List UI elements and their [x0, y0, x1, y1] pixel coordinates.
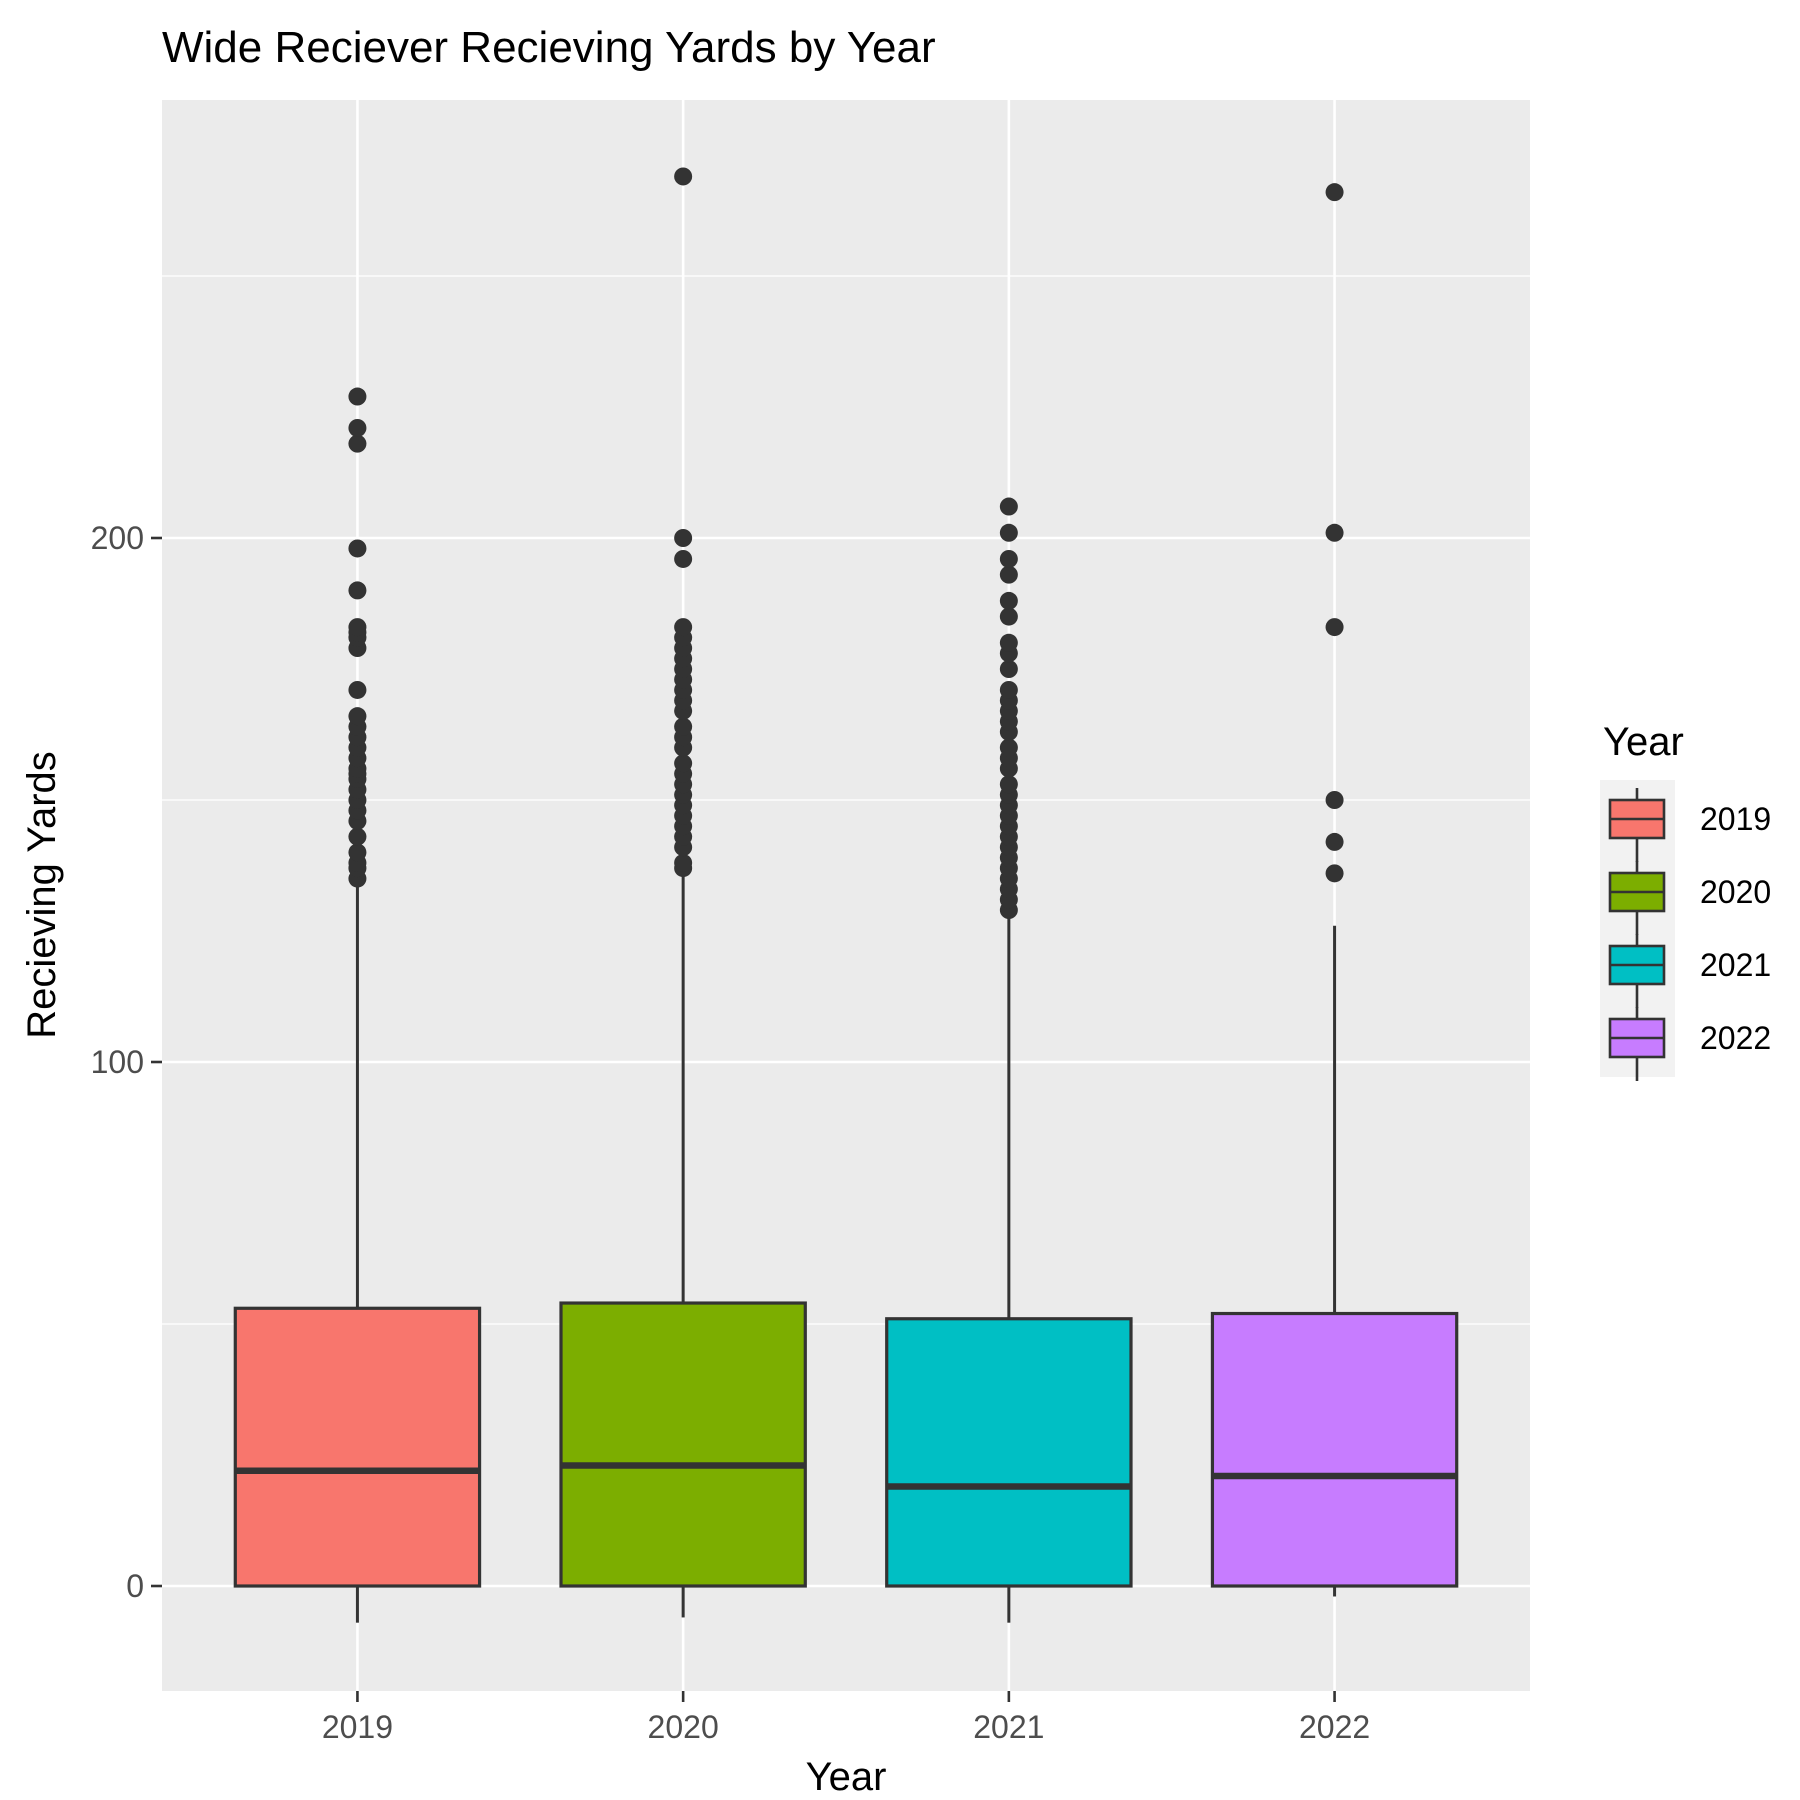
- box-iqr: [559, 1301, 807, 1588]
- outlier-point: [1325, 791, 1344, 809]
- box-2022: [1210, 183, 1459, 1597]
- outlier-point: [1325, 832, 1344, 851]
- outlier-point: [674, 853, 693, 872]
- legend: Year 2019 2020 2021 2022: [1600, 720, 1771, 1081]
- axes-layer: 0 100 200 2019 2020 2021 2022: [91, 520, 1371, 1745]
- outlier-point: [674, 549, 693, 568]
- outlier-point: [674, 167, 693, 186]
- box-iqr: [885, 1317, 1133, 1588]
- outlier-point: [348, 827, 367, 846]
- legend-item-label: 2021: [1700, 947, 1771, 983]
- outlier-point: [674, 754, 693, 773]
- legend-item-2020: 2020: [1608, 861, 1771, 935]
- outlier-point: [999, 497, 1018, 516]
- x-axis-title: Year: [806, 1755, 887, 1799]
- outlier-point: [348, 434, 367, 453]
- legend-title: Year: [1603, 720, 1684, 764]
- outlier-point: [348, 581, 367, 600]
- x-tick-label: 2021: [973, 1709, 1044, 1745]
- legend-item-2019: 2019: [1608, 788, 1771, 862]
- y-tick-label: 0: [126, 1568, 144, 1604]
- outlier-point: [999, 565, 1018, 584]
- outlier-point: [1325, 523, 1344, 542]
- x-tick-label: 2019: [322, 1709, 393, 1745]
- outlier-point: [348, 539, 367, 558]
- legend-item-label: 2022: [1700, 1020, 1771, 1056]
- outlier-point: [999, 607, 1018, 626]
- outlier-point: [999, 775, 1018, 794]
- outlier-point: [348, 707, 367, 726]
- outlier-point: [674, 618, 693, 637]
- outlier-point: [1325, 618, 1344, 637]
- outlier-point: [348, 618, 367, 637]
- legend-item-2021: 2021: [1608, 934, 1771, 1008]
- x-tick-label: 2022: [1299, 1709, 1370, 1745]
- outlier-point: [674, 529, 693, 547]
- outlier-point: [674, 717, 693, 736]
- y-tick-label: 200: [91, 520, 144, 556]
- outlier-point: [999, 738, 1018, 757]
- outlier-point: [348, 680, 367, 699]
- outlier-point: [1325, 864, 1344, 883]
- outlier-point: [348, 387, 367, 406]
- box-2021: [885, 497, 1133, 1623]
- box-2019: [233, 387, 482, 1623]
- outlier-point: [999, 523, 1018, 542]
- outlier-point: [999, 591, 1018, 610]
- outlier-point: [999, 633, 1018, 652]
- box-2020: [559, 167, 807, 1618]
- legend-item-label: 2020: [1700, 874, 1771, 910]
- outlier-point: [348, 418, 367, 437]
- legend-item-2022: 2022: [1608, 1007, 1771, 1081]
- y-tick-label: 100: [91, 1044, 144, 1080]
- outlier-point: [1325, 183, 1344, 202]
- chart-title: Wide Reciever Recieving Yards by Year: [162, 23, 936, 72]
- legend-item-label: 2019: [1700, 801, 1771, 837]
- box-iqr: [233, 1306, 482, 1588]
- outlier-point: [999, 680, 1018, 699]
- y-axis-title: Recieving Yards: [20, 751, 64, 1039]
- outlier-point: [999, 549, 1018, 568]
- box-iqr: [1210, 1311, 1459, 1588]
- outlier-point: [999, 660, 1018, 678]
- outlier-point: [348, 843, 367, 862]
- x-tick-label: 2020: [648, 1709, 719, 1745]
- boxes-layer: [233, 167, 1459, 1623]
